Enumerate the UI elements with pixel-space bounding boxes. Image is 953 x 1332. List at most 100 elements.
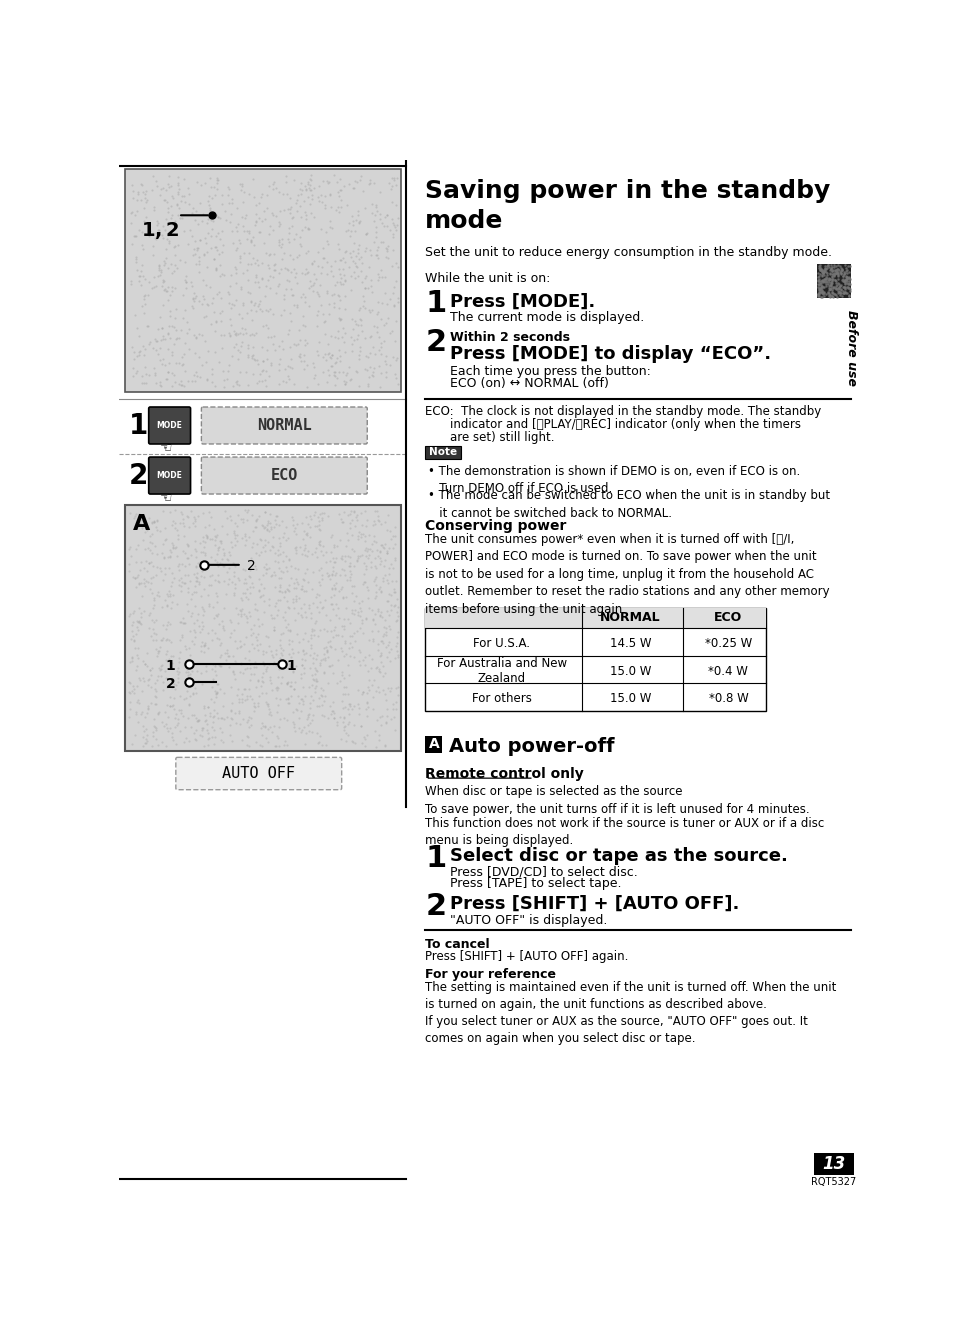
Point (363, 276, 378, 297)
Point (160, 611, 175, 633)
Point (309, 538, 324, 559)
Point (359, 693, 375, 714)
Point (840, 277, 855, 298)
Point (378, 246, 394, 268)
Point (253, 361, 269, 382)
Point (194, 210, 210, 232)
Point (314, 734, 329, 755)
Point (356, 654, 372, 675)
Point (177, 635, 193, 657)
Point (258, 658, 274, 679)
Point (187, 538, 202, 559)
Point (206, 699, 221, 721)
Point (335, 707, 351, 729)
Point (387, 533, 402, 554)
Point (122, 691, 137, 713)
Point (146, 555, 161, 577)
Point (833, 264, 848, 285)
Point (132, 218, 147, 240)
Point (237, 534, 253, 555)
Text: 14.5 W: 14.5 W (609, 637, 651, 650)
Point (207, 236, 222, 257)
Point (285, 702, 300, 723)
Point (136, 569, 152, 590)
Point (216, 542, 232, 563)
Point (202, 201, 217, 222)
Point (322, 184, 337, 205)
Point (158, 529, 173, 550)
Point (164, 376, 179, 397)
Point (309, 671, 324, 693)
Point (171, 326, 186, 348)
Point (282, 202, 297, 224)
Point (213, 302, 228, 324)
Point (160, 276, 175, 297)
Point (388, 253, 403, 274)
Point (228, 333, 243, 354)
Point (281, 369, 296, 390)
Bar (125, 505, 400, 751)
Point (810, 282, 825, 304)
Point (386, 296, 401, 317)
Point (220, 176, 235, 197)
Point (275, 586, 291, 607)
Point (188, 342, 203, 364)
Point (311, 506, 326, 527)
Point (311, 285, 326, 306)
Point (829, 286, 844, 308)
Point (133, 373, 149, 394)
Point (823, 265, 839, 286)
Point (360, 376, 375, 397)
Point (822, 257, 838, 278)
Point (223, 509, 238, 530)
Point (241, 526, 256, 547)
Point (282, 336, 297, 357)
Point (383, 639, 398, 661)
Point (339, 522, 355, 543)
Point (823, 269, 839, 290)
Point (284, 284, 299, 305)
Point (170, 328, 185, 349)
Point (339, 609, 355, 630)
Point (159, 583, 174, 605)
Point (269, 687, 284, 709)
Point (274, 258, 289, 280)
Point (190, 570, 205, 591)
Text: Each time you press the button:: Each time you press the button: (450, 365, 650, 378)
Point (228, 527, 243, 549)
Point (374, 336, 389, 357)
Point (242, 577, 257, 598)
Point (269, 726, 284, 747)
Point (232, 374, 247, 396)
Point (227, 324, 242, 345)
Point (353, 340, 368, 361)
Point (132, 265, 147, 286)
Point (809, 266, 824, 288)
Point (242, 566, 257, 587)
Point (311, 531, 326, 553)
Point (199, 553, 214, 574)
Point (133, 365, 149, 386)
Point (193, 542, 208, 563)
Point (371, 725, 386, 746)
Point (136, 210, 152, 232)
Point (335, 587, 351, 609)
Point (205, 706, 220, 727)
Point (343, 220, 358, 241)
Point (809, 285, 824, 306)
Point (827, 262, 842, 284)
Point (147, 357, 162, 378)
Point (320, 566, 335, 587)
Point (333, 268, 348, 289)
Point (255, 316, 271, 337)
Point (151, 222, 166, 244)
Point (136, 288, 152, 309)
Point (372, 662, 387, 683)
Point (354, 683, 369, 705)
Point (814, 260, 829, 281)
Point (171, 181, 186, 202)
Point (323, 348, 338, 369)
Point (230, 324, 245, 345)
Point (186, 282, 201, 304)
Point (188, 515, 203, 537)
